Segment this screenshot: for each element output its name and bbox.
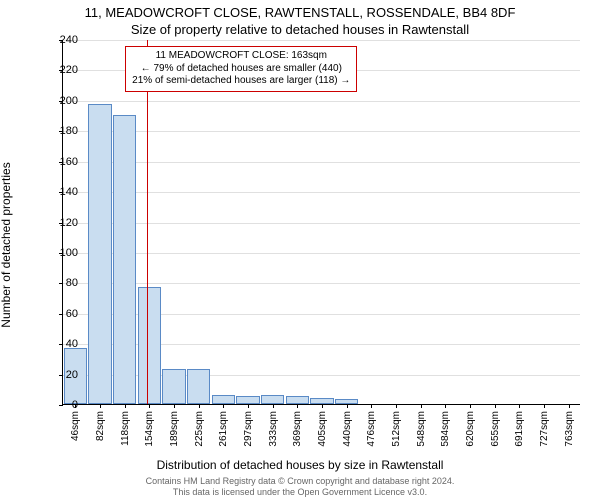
gridline	[63, 223, 580, 224]
y-tick-label: 240	[48, 34, 78, 46]
y-tick-label: 40	[48, 338, 78, 350]
x-tick-label: 369sqm	[292, 411, 303, 447]
annotation-line: 21% of semi-detached houses are larger (…	[132, 75, 350, 88]
x-tick-label: 727sqm	[539, 411, 550, 447]
x-tick-label: 225sqm	[194, 411, 205, 447]
histogram-bar	[212, 395, 235, 404]
histogram-bar	[261, 395, 284, 404]
annotation-line: 11 MEADOWCROFT CLOSE: 163sqm	[132, 50, 350, 63]
x-tick-label: 297sqm	[243, 411, 254, 447]
x-tick-label: 189sqm	[169, 411, 180, 447]
chart-title-line2: Size of property relative to detached ho…	[0, 22, 600, 37]
chart-title-line1: 11, MEADOWCROFT CLOSE, RAWTENSTALL, ROSS…	[0, 5, 600, 20]
chart-container: 11, MEADOWCROFT CLOSE, RAWTENSTALL, ROSS…	[0, 0, 600, 500]
histogram-bar	[88, 104, 111, 404]
y-tick-label: 20	[48, 369, 78, 381]
x-tick-label: 548sqm	[416, 411, 427, 447]
x-tick-mark	[396, 404, 397, 408]
x-tick-mark	[322, 404, 323, 408]
x-tick-label: 620sqm	[465, 411, 476, 447]
x-tick-label: 584sqm	[440, 411, 451, 447]
y-tick-label: 60	[48, 308, 78, 320]
x-tick-label: 440sqm	[342, 411, 353, 447]
y-tick-label: 140	[48, 186, 78, 198]
histogram-bar	[162, 369, 185, 404]
x-tick-mark	[421, 404, 422, 408]
x-tick-mark	[445, 404, 446, 408]
x-tick-label: 261sqm	[218, 411, 229, 447]
y-tick-label: 0	[48, 399, 78, 411]
gridline	[63, 40, 580, 41]
gridline	[63, 253, 580, 254]
x-tick-mark	[248, 404, 249, 408]
footer-attribution: Contains HM Land Registry data © Crown c…	[0, 476, 600, 498]
plot-area: 11 MEADOWCROFT CLOSE: 163sqm← 79% of det…	[62, 40, 580, 405]
x-tick-label: 333sqm	[268, 411, 279, 447]
histogram-bar	[138, 287, 161, 404]
histogram-bar	[286, 396, 309, 404]
x-axis-label: Distribution of detached houses by size …	[0, 458, 600, 472]
gridline	[63, 283, 580, 284]
y-tick-label: 100	[48, 247, 78, 259]
gridline	[63, 131, 580, 132]
footer-line1: Contains HM Land Registry data © Crown c…	[0, 476, 600, 487]
x-tick-mark	[223, 404, 224, 408]
x-tick-mark	[569, 404, 570, 408]
annotation-box: 11 MEADOWCROFT CLOSE: 163sqm← 79% of det…	[125, 46, 357, 92]
x-tick-mark	[273, 404, 274, 408]
y-tick-label: 180	[48, 125, 78, 137]
x-tick-label: 405sqm	[317, 411, 328, 447]
y-tick-label: 120	[48, 217, 78, 229]
x-tick-mark	[519, 404, 520, 408]
annotation-line: ← 79% of detached houses are smaller (44…	[132, 63, 350, 76]
x-tick-label: 154sqm	[144, 411, 155, 447]
histogram-bar	[187, 369, 210, 404]
histogram-bar	[113, 115, 136, 404]
gridline	[63, 162, 580, 163]
gridline	[63, 192, 580, 193]
y-tick-label: 200	[48, 95, 78, 107]
property-marker-line	[147, 40, 148, 404]
x-tick-mark	[297, 404, 298, 408]
x-tick-label: 655sqm	[490, 411, 501, 447]
y-tick-label: 160	[48, 156, 78, 168]
y-axis-label: Number of detached properties	[0, 80, 13, 245]
x-tick-mark	[199, 404, 200, 408]
x-tick-label: 118sqm	[120, 411, 131, 446]
x-tick-mark	[495, 404, 496, 408]
footer-line2: This data is licensed under the Open Gov…	[0, 487, 600, 498]
gridline	[63, 101, 580, 102]
x-tick-mark	[149, 404, 150, 408]
x-tick-mark	[470, 404, 471, 408]
x-tick-label: 512sqm	[391, 411, 402, 447]
y-tick-label: 80	[48, 277, 78, 289]
x-tick-mark	[347, 404, 348, 408]
x-tick-mark	[125, 404, 126, 408]
x-tick-label: 476sqm	[366, 411, 377, 447]
y-tick-label: 220	[48, 64, 78, 76]
x-tick-label: 691sqm	[514, 411, 525, 447]
x-tick-label: 82sqm	[95, 411, 106, 441]
x-tick-label: 46sqm	[70, 411, 81, 441]
histogram-bar	[236, 396, 259, 404]
x-tick-mark	[100, 404, 101, 408]
x-tick-mark	[174, 404, 175, 408]
x-tick-mark	[544, 404, 545, 408]
x-tick-mark	[371, 404, 372, 408]
x-tick-label: 763sqm	[564, 411, 575, 447]
